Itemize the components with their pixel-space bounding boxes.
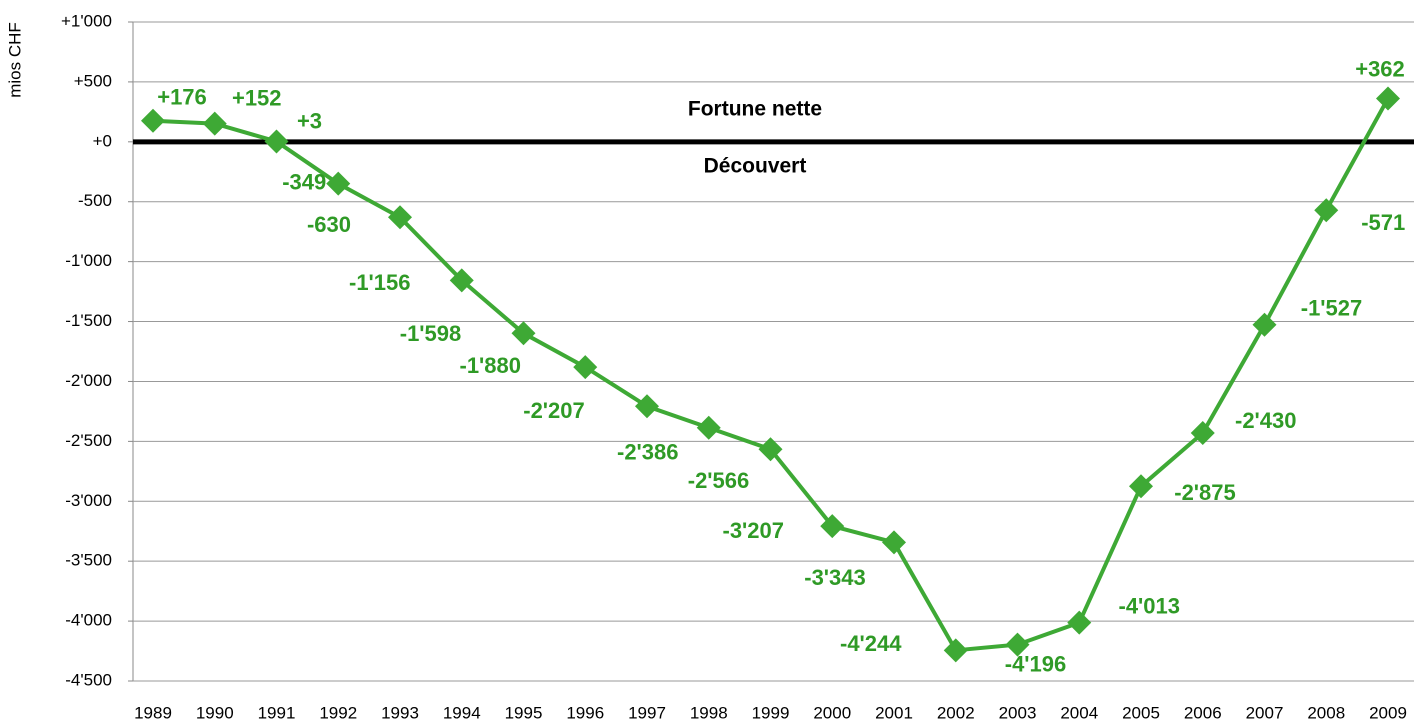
- x-tick-label: 2001: [875, 703, 913, 722]
- data-point: [388, 205, 412, 230]
- y-tick-label: +1'000: [61, 11, 112, 30]
- y-tick-label: -4'000: [65, 611, 112, 630]
- data-point: [1314, 198, 1339, 223]
- data-point: [1005, 632, 1030, 657]
- data-point: [449, 268, 474, 293]
- x-tick-label: 1991: [258, 703, 296, 722]
- data-point: [635, 394, 659, 419]
- x-tick-label: 1992: [319, 703, 357, 722]
- y-tick-label: -3'500: [65, 551, 112, 570]
- data-point: [264, 129, 289, 154]
- x-tick-label: 2003: [999, 703, 1037, 722]
- data-label: -630: [307, 212, 351, 237]
- y-axis-label: mios CHF: [5, 22, 24, 98]
- data-point: [943, 638, 968, 663]
- data-point: [202, 111, 227, 136]
- data-label: -2'566: [688, 468, 750, 493]
- data-point: [326, 171, 351, 196]
- x-tick-label: 1993: [381, 703, 419, 722]
- x-tick-label: 2006: [1184, 703, 1222, 722]
- data-label: +3: [297, 108, 322, 133]
- data-label: -3'343: [804, 565, 866, 590]
- x-tick-label: 2007: [1246, 703, 1284, 722]
- data-point: [882, 530, 906, 555]
- data-label: +176: [157, 85, 207, 110]
- y-tick-label: -2'000: [65, 371, 112, 390]
- y-tick-label: -4'500: [65, 670, 112, 689]
- x-tick-label: 1990: [196, 703, 234, 722]
- data-label: -1'598: [400, 321, 462, 346]
- data-point: [696, 415, 721, 440]
- data-point: [1129, 474, 1153, 499]
- data-point: [1252, 312, 1277, 337]
- y-tick-label: -1'500: [65, 311, 112, 330]
- data-point: [758, 437, 783, 462]
- y-tick-label: -500: [78, 191, 112, 210]
- data-label: -4'196: [1005, 651, 1067, 676]
- data-point: [1190, 420, 1215, 445]
- y-tick-label: +0: [93, 131, 112, 150]
- x-tick-label: 2002: [937, 703, 975, 722]
- data-point: [820, 514, 845, 539]
- y-tick-label: -1'000: [65, 251, 112, 270]
- data-label: -1'156: [349, 270, 411, 295]
- data-point: [573, 355, 598, 380]
- annotation: Fortune nette: [688, 98, 822, 121]
- data-label: -1'527: [1301, 296, 1363, 321]
- x-tick-label: 1994: [443, 703, 481, 722]
- data-point: [1067, 610, 1092, 635]
- x-tick-label: 1996: [566, 703, 604, 722]
- x-tick-label: 2009: [1369, 703, 1407, 722]
- data-label: -4'244: [840, 631, 902, 656]
- data-point: [1376, 86, 1400, 111]
- data-label: +152: [232, 85, 282, 110]
- y-tick-label: +500: [74, 71, 112, 90]
- x-tick-label: 2008: [1307, 703, 1345, 722]
- data-label: -2'430: [1235, 408, 1297, 433]
- x-tick-label: 1989: [134, 703, 172, 722]
- data-label: -571: [1361, 210, 1405, 235]
- x-tick-label: 1999: [752, 703, 790, 722]
- x-tick-label: 2000: [813, 703, 851, 722]
- data-label: -2'875: [1174, 480, 1236, 505]
- y-tick-label: -2'500: [65, 431, 112, 450]
- x-tick-label: 2005: [1122, 703, 1160, 722]
- y-tick-label: -3'000: [65, 491, 112, 510]
- x-tick-label: 1997: [628, 703, 666, 722]
- x-tick-label: 2004: [1060, 703, 1098, 722]
- data-label: +362: [1355, 56, 1405, 81]
- data-label: -2'386: [617, 440, 679, 465]
- data-label: -4'013: [1119, 593, 1181, 618]
- data-label: -349: [282, 169, 326, 194]
- data-point: [141, 108, 165, 133]
- x-tick-label: 1995: [505, 703, 543, 722]
- data-point: [511, 321, 536, 346]
- data-label: -1'880: [460, 353, 522, 378]
- x-tick-label: 1998: [690, 703, 728, 722]
- data-label: -2'207: [523, 398, 585, 423]
- data-label: -3'207: [723, 518, 785, 543]
- annotation: Découvert: [704, 155, 807, 178]
